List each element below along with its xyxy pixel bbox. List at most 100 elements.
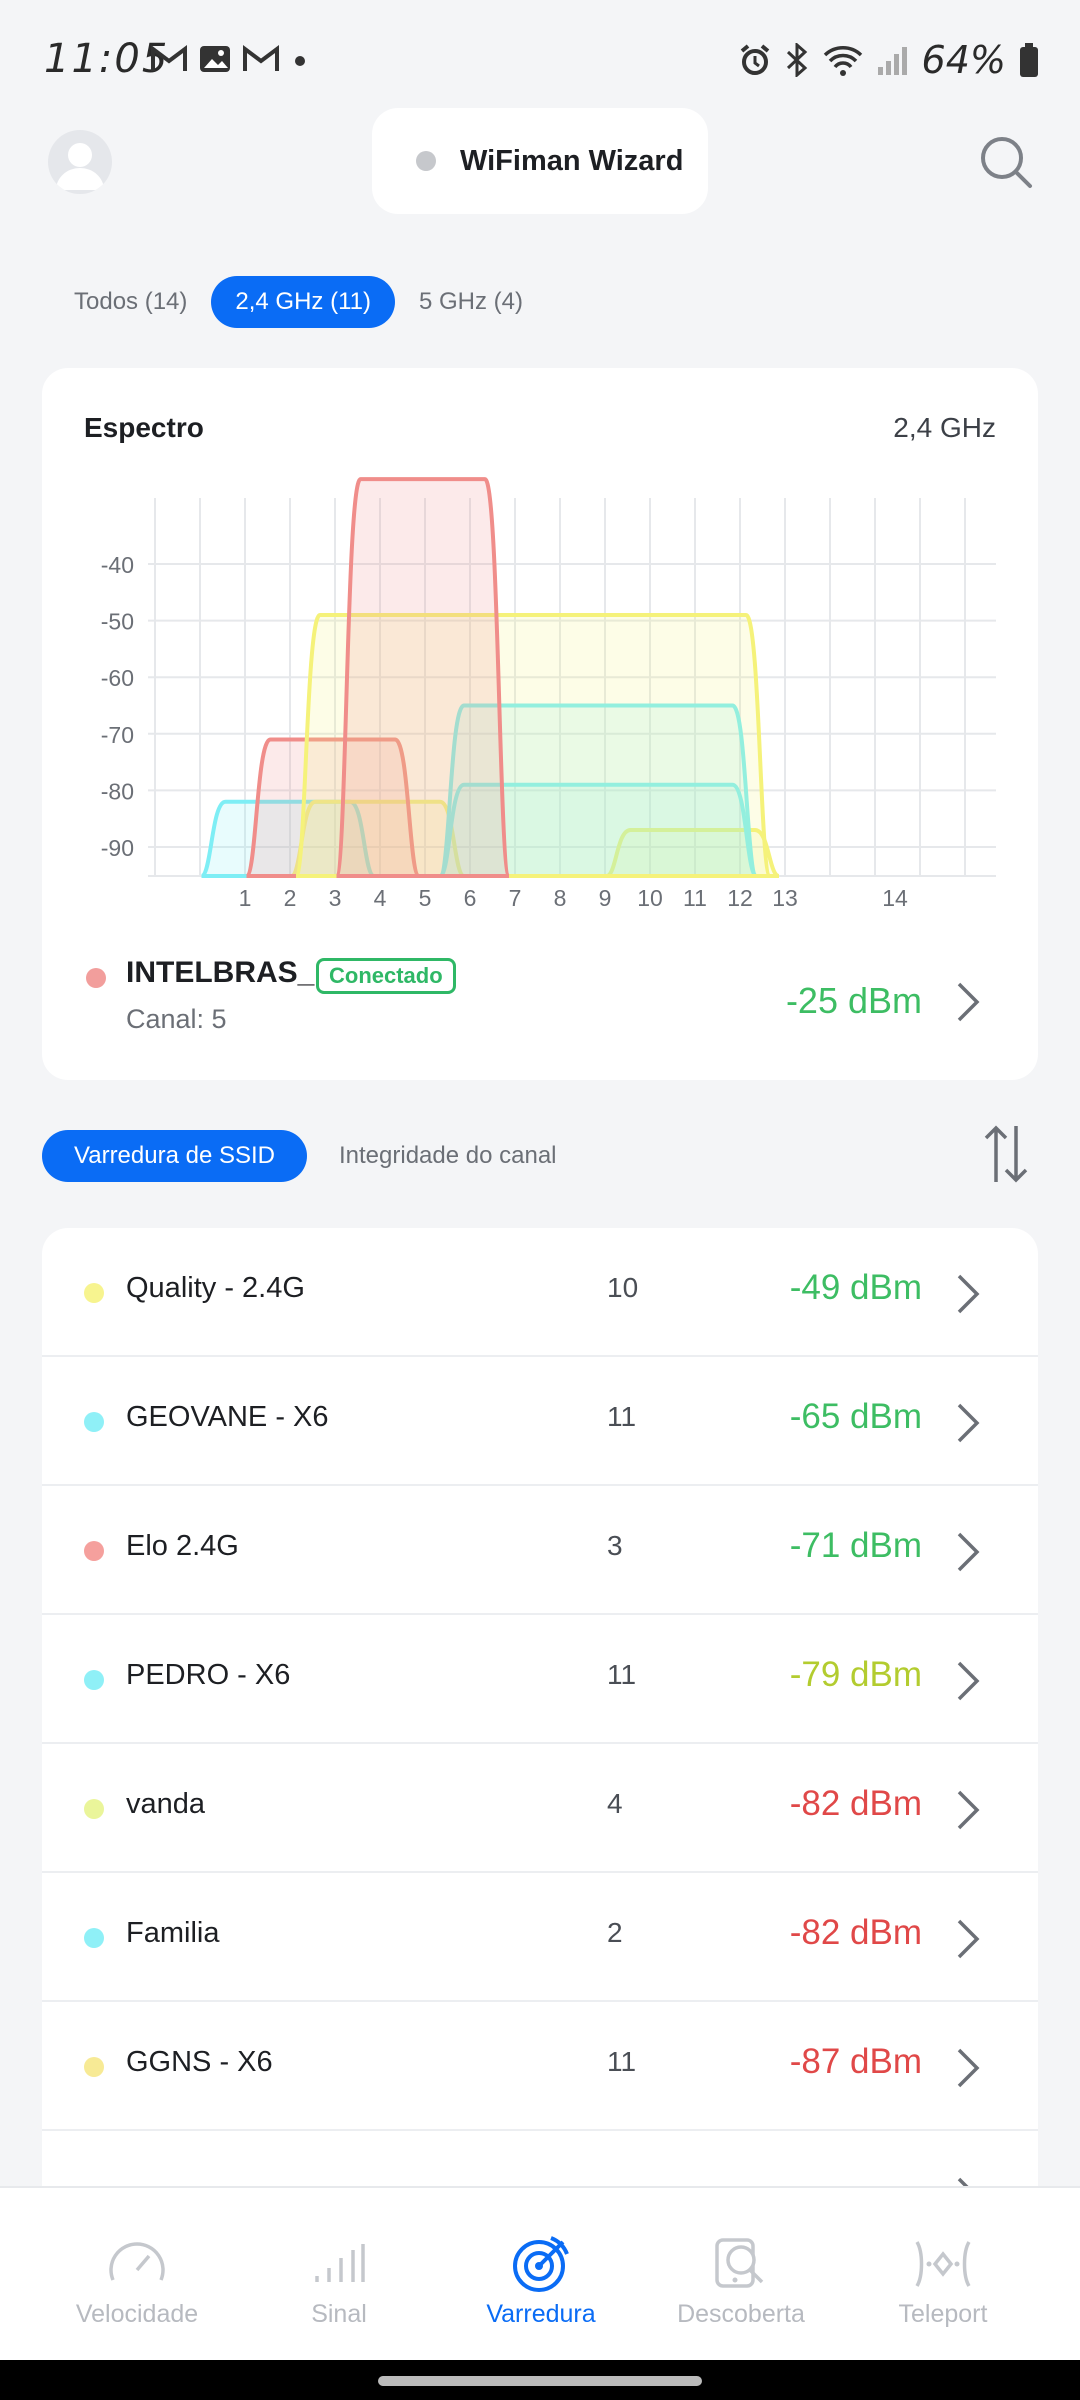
alarm-icon (740, 44, 769, 75)
battery-percentage: 64% (921, 38, 1006, 82)
nav-speed[interactable]: Velocidade (37, 2188, 237, 2362)
chevron-right-icon[interactable] (954, 1530, 982, 1574)
network-row[interactable]: PEDRO - X6 11 -79 dBm (42, 1615, 1038, 1744)
y-tick-label: -60 (101, 665, 134, 691)
network-channel: 2 (607, 1917, 623, 1948)
y-tick-label: -90 (101, 835, 134, 861)
sort-button[interactable] (980, 1122, 1032, 1186)
chevron-right-icon[interactable] (954, 2046, 982, 2090)
tab-all-bands[interactable]: Todos (14) (74, 288, 188, 315)
x-tick-label: 13 (772, 885, 798, 911)
search-icon (981, 137, 1032, 188)
signal-curve (294, 612, 772, 878)
nav-label: Velocidade (75, 2300, 199, 2328)
speedometer-icon (109, 2242, 165, 2281)
network-color-dot (84, 1799, 104, 1819)
battery-icon (1020, 43, 1038, 77)
tab-2-4-ghz[interactable]: 2,4 GHz (11) (211, 276, 395, 328)
chevron-right-icon[interactable] (954, 980, 982, 1024)
tab-channel-integrity[interactable]: Integridade do canal (339, 1142, 557, 1169)
network-ssid: Elo 2.4G (126, 1530, 239, 1562)
band-filter-tabs: Todos (14) 2,4 GHz (11) 5 GHz (4) (50, 276, 547, 328)
avatar[interactable] (48, 130, 112, 194)
network-ssid: Familia (126, 1917, 220, 1949)
network-row[interactable]: GEOVANE - X6 11 -65 dBm (42, 1357, 1038, 1486)
network-row[interactable]: vanda 4 -82 dBm (42, 1744, 1038, 1873)
spectrum-title: Espectro (84, 412, 204, 443)
network-color-dot (84, 2057, 104, 2077)
nav-discovery[interactable]: Descoberta (641, 2188, 841, 2362)
signal-curve (438, 703, 759, 878)
search-button[interactable] (978, 134, 1034, 190)
nav-label: Sinal (311, 2300, 367, 2328)
cell-signal-icon (877, 47, 907, 75)
network-signal: -82 dBm (789, 1784, 922, 1823)
nav-label: Descoberta (677, 2300, 805, 2328)
status-time: 11:05 (44, 36, 170, 82)
x-tick-label: 2 (284, 885, 297, 911)
network-row[interactable]: Elo 2.4G 3 -71 dBm (42, 1486, 1038, 1615)
x-tick-label: 7 (509, 885, 522, 911)
bottom-navigation: Velocidade Sinal Varredura Descoberta Te… (0, 2186, 1080, 2360)
nav-signal[interactable]: Sinal (239, 2188, 439, 2362)
signal-bars-icon (315, 2244, 365, 2282)
network-signal: -79 dBm (789, 1655, 922, 1694)
connected-network-dot (86, 968, 106, 988)
signal-curve (334, 477, 511, 878)
connected-channel: Canal: 5 (126, 1004, 227, 1034)
network-row[interactable]: Quality - 2.4G 10 -49 dBm (42, 1228, 1038, 1357)
network-ssid: GGNS - X6 (126, 2046, 273, 2078)
network-signal: -71 dBm (789, 1526, 922, 1565)
y-tick-label: -80 (101, 778, 134, 804)
bluetooth-icon (786, 43, 807, 77)
spectrum-chart: -40-50-60-70-80-901 2 3 4 5 6 7 8 9 10 11 12 13 14 (101, 477, 996, 911)
nav-scan[interactable]: Varredura (441, 2188, 641, 2362)
chevron-right-icon[interactable] (954, 1917, 982, 1961)
connected-badge: Conectado (316, 958, 456, 994)
network-row[interactable]: Familia 2 -82 dBm (42, 1873, 1038, 2002)
network-color-dot (84, 1928, 104, 1948)
x-tick-label: 5 (419, 885, 432, 911)
tab-ssid-scan[interactable]: Varredura de SSID (42, 1130, 307, 1182)
x-tick-label: 11 (683, 885, 707, 911)
connected-ssid: INTELBRAS_ (126, 956, 315, 989)
dot-icon (295, 56, 305, 66)
wifiman-wizard-button[interactable]: WiFiman Wizard (372, 108, 708, 214)
wizard-label: WiFiman Wizard (460, 144, 684, 177)
status-bar: 11:05 64% (0, 0, 1080, 120)
chevron-right-icon[interactable] (954, 1272, 982, 1316)
network-ssid: GEOVANE - X6 (126, 1401, 329, 1433)
signal-curve (605, 828, 780, 878)
chevron-right-icon[interactable] (954, 1659, 982, 1703)
system-icons: 64% (738, 38, 1040, 82)
nav-label: Teleport (898, 2300, 988, 2328)
device-search-icon (715, 2238, 764, 2288)
sort-icon (984, 1125, 1028, 1183)
x-tick-label: 6 (464, 885, 477, 911)
y-tick-label: -40 (101, 552, 134, 578)
network-signal: -87 dBm (789, 2042, 922, 2081)
network-row[interactable]: GGNS - X6 11 -87 dBm (42, 2002, 1038, 2131)
connected-signal: -25 dBm (785, 980, 922, 1021)
network-ssid: PEDRO - X6 (126, 1659, 291, 1691)
network-color-dot (84, 1541, 104, 1561)
chevron-right-icon[interactable] (954, 1401, 982, 1445)
signal-curve (244, 737, 421, 878)
x-tick-label: 12 (727, 885, 753, 911)
network-signal: -65 dBm (789, 1397, 922, 1436)
user-icon (56, 143, 104, 190)
spectrum-card: Espectro 2,4 GHz -40 -50 -60 -70 -80 -90 1 2 3 4 5… (42, 368, 1038, 1080)
home-indicator[interactable] (378, 2376, 702, 2386)
network-channel: 4 (607, 1788, 623, 1819)
notification-icons (150, 44, 310, 74)
tab-5-ghz[interactable]: 5 GHz (4) (419, 288, 524, 315)
gesture-bar (0, 2360, 1080, 2400)
network-signal: -82 dBm (789, 1913, 922, 1952)
network-color-dot (84, 1412, 104, 1432)
chevron-right-icon[interactable] (954, 1788, 982, 1832)
x-tick-label: 4 (374, 885, 387, 911)
gmail-icon (243, 45, 279, 71)
nav-teleport[interactable]: Teleport (843, 2188, 1043, 2362)
wifi-icon (823, 46, 862, 76)
network-ssid: vanda (126, 1788, 206, 1820)
